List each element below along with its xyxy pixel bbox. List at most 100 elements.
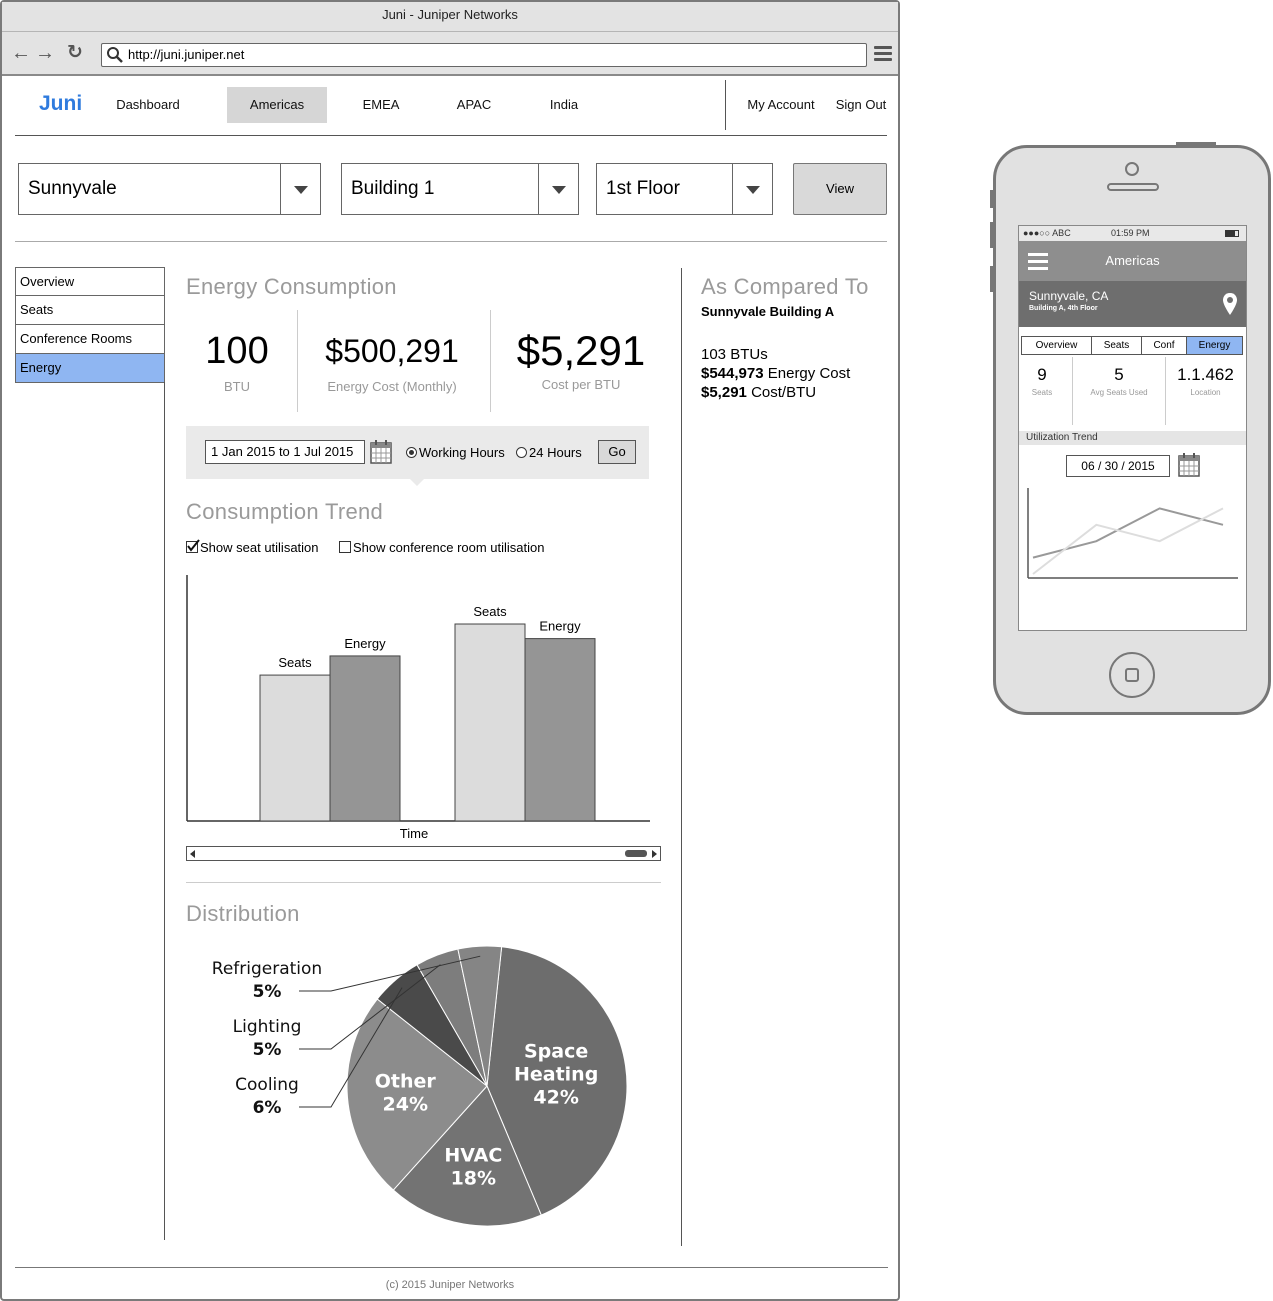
compare-btus: 103 BTUs [701, 346, 768, 363]
nav-india[interactable]: India [549, 97, 579, 112]
phone-stat-value: 9 [1037, 365, 1047, 384]
footer-text: (c) 2015 Juniper Networks [385, 1279, 515, 1291]
energy-heading: Energy Consumption [186, 274, 397, 299]
pie-callout-label: Lighting [233, 1017, 302, 1037]
browser-window: Juni - Juniper Networks ← → ↻ http://jun… [0, 0, 900, 1301]
phone-stat-label: Location [1190, 388, 1221, 397]
phone-home-button[interactable] [1109, 652, 1155, 698]
hamburger-menu-icon[interactable] [1028, 253, 1048, 270]
bar-seats-2 [454, 623, 526, 822]
back-arrow-icon[interactable]: ← [11, 42, 31, 64]
battery-icon [1225, 230, 1239, 237]
chevron-down-icon[interactable] [280, 164, 320, 214]
pie-callout-percent: 6% [253, 1098, 282, 1118]
energy-cost-value: $500,291 [325, 333, 459, 369]
address-bar[interactable]: http://juni.juniper.net [101, 43, 867, 67]
scroll-thumb[interactable] [625, 850, 647, 857]
phone-stat-label: Seats [1031, 388, 1053, 397]
phone-stat-value: 5 [1114, 365, 1124, 384]
cost-per-btu-label: Cost per BTU [541, 377, 621, 392]
bar-label: Energy [344, 636, 386, 651]
date-range-input[interactable]: 1 Jan 2015 to 1 Jul 2015 [205, 440, 365, 464]
scroll-left-icon[interactable] [190, 850, 195, 858]
stat-divider [490, 310, 491, 412]
calendar-icon[interactable] [370, 440, 392, 464]
btu-label: BTU [224, 379, 250, 394]
sidebar-item-energy[interactable]: Energy [15, 354, 165, 383]
sign-out-link[interactable]: Sign Out [835, 97, 887, 112]
phone-utilization-line-chart [1027, 488, 1238, 579]
phone-stat-divider [1072, 357, 1073, 425]
chevron-down-icon[interactable] [538, 164, 578, 214]
bar-label: Seats [278, 655, 312, 670]
24-hours-radio[interactable]: 24 Hours [516, 445, 582, 461]
building-select[interactable]: Building 1 [341, 163, 579, 215]
app-logo[interactable]: Juni [39, 92, 83, 115]
phone-speaker [1107, 183, 1159, 191]
compare-per-btu-label: Cost/BTU [751, 384, 817, 401]
phone-location: Sunnyvale, CA [1029, 289, 1109, 303]
working-hours-label: Working Hours [419, 445, 505, 460]
sidebar-item-conference-rooms[interactable]: Conference Rooms [15, 325, 165, 354]
stat-divider [297, 310, 298, 412]
phone-side-button [990, 222, 994, 248]
show-conf-checkbox[interactable]: Show conference room utilisation [339, 540, 545, 556]
show-seat-label: Show seat utilisation [200, 540, 319, 555]
phone-trend-label: Utilization Trend [1019, 431, 1246, 445]
pie-slice-other [346, 998, 488, 1191]
cost-per-btu-value: $5,291 [516, 327, 646, 374]
location-select[interactable]: Sunnyvale [18, 163, 321, 215]
phone-date-input[interactable]: 06 / 30 / 2015 [1066, 455, 1170, 477]
phone-camera [1125, 162, 1139, 176]
location-pin-icon[interactable] [1222, 292, 1238, 316]
nav-apac[interactable]: APAC [456, 97, 492, 112]
nav-dashboard[interactable]: Dashboard [116, 97, 180, 112]
phone-tab-energy[interactable]: Energy [1187, 337, 1242, 354]
nav-emea[interactable]: EMEA [362, 97, 400, 112]
sidebar: Overview Seats Conference Rooms Energy [15, 267, 165, 383]
sidebar-divider [164, 382, 165, 1240]
chart-scrollbar[interactable] [186, 846, 661, 861]
compare-divider [681, 268, 682, 1246]
phone-screen: ●●●○○ ABC 01:59 PM Americas Sunnyvale, C… [1018, 225, 1247, 631]
forward-arrow-icon[interactable]: → [35, 42, 55, 64]
pie-slice-percent: 18% [451, 1167, 496, 1189]
bar-energy-1 [329, 655, 401, 822]
go-button[interactable]: Go [598, 440, 636, 464]
sidebar-item-seats[interactable]: Seats [15, 296, 165, 325]
hamburger-menu-icon[interactable] [874, 46, 892, 62]
compare-subject: Sunnyvale Building A [701, 304, 835, 319]
phone-stat-value: 1.1.462 [1177, 365, 1234, 384]
compare-per-btu-value: $5,291 [701, 384, 747, 401]
scroll-right-icon[interactable] [652, 850, 657, 858]
calendar-icon[interactable] [1178, 453, 1200, 477]
reload-icon[interactable]: ↻ [67, 42, 83, 63]
phone-status-bar: ●●●○○ ABC 01:59 PM [1019, 226, 1246, 241]
phone-side-button [990, 266, 994, 292]
location-value: Sunnyvale [28, 178, 117, 199]
pie-slice-label: HVAC [444, 1144, 502, 1166]
phone-top-button [1176, 142, 1216, 146]
my-account-link[interactable]: My Account [747, 97, 815, 112]
show-seat-checkbox[interactable]: Show seat utilisation [186, 539, 319, 556]
nav-americas[interactable]: Americas [227, 87, 327, 123]
24-hours-label: 24 Hours [529, 445, 582, 460]
view-button[interactable]: View [793, 163, 887, 215]
building-value: Building 1 [351, 178, 435, 199]
date-filter-panel: 1 Jan 2015 to 1 Jul 2015 Working Hours 2… [186, 426, 649, 486]
consumption-bar-chart: Seats Energy Seats Energy Time [186, 575, 650, 841]
bar-label: Seats [473, 604, 507, 619]
pie-slice-refrigeration [457, 945, 503, 1087]
phone-tab-conf[interactable]: Conf [1142, 337, 1187, 354]
filter-divider [15, 241, 887, 242]
chevron-down-icon[interactable] [732, 164, 772, 214]
working-hours-radio[interactable]: Working Hours [406, 445, 505, 461]
mobile-device: ●●●○○ ABC 01:59 PM Americas Sunnyvale, C… [990, 142, 1271, 715]
phone-tab-overview[interactable]: Overview [1022, 337, 1092, 354]
section-divider [186, 882, 661, 883]
sidebar-item-overview[interactable]: Overview [15, 267, 165, 296]
phone-tab-seats[interactable]: Seats [1092, 337, 1142, 354]
phone-header: Americas [1019, 241, 1246, 281]
floor-select[interactable]: 1st Floor [596, 163, 773, 215]
